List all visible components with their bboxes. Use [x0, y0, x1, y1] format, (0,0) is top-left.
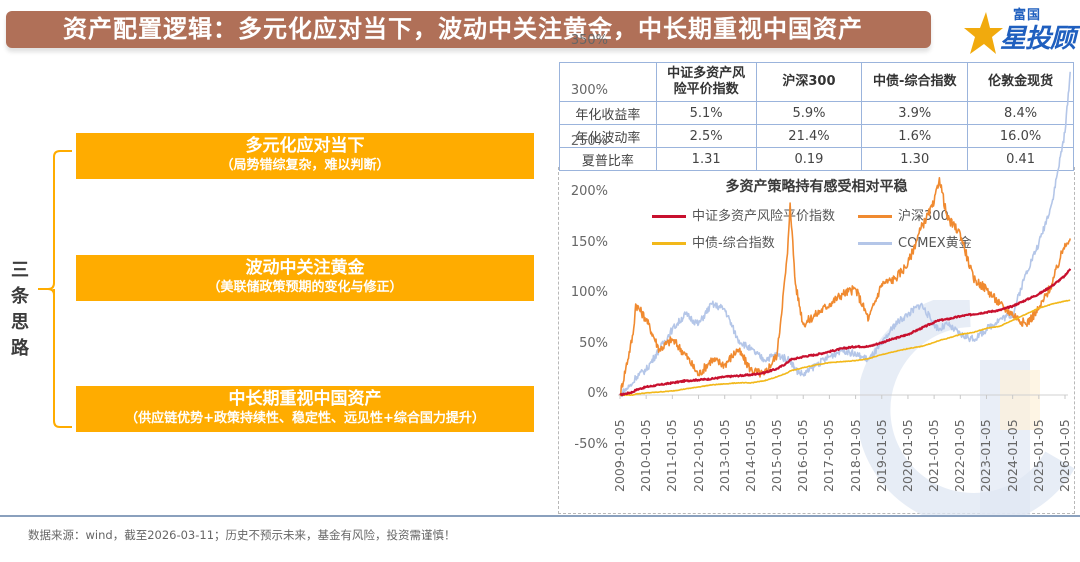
brace-label-char: 思 [11, 312, 29, 333]
header-line: 中证多资产风 [667, 66, 746, 81]
brace-label-char: 三 [11, 260, 29, 281]
table-header-gold-spot: 伦敦金现货 [967, 62, 1074, 102]
brace-label-char: 路 [11, 338, 29, 359]
strategy-title: 多元化应对当下 [245, 136, 365, 156]
table-cell: 0.19 [755, 147, 863, 171]
logo-small-text: 富国 [1013, 8, 1042, 23]
legend-item-csi300: 沪深300 [858, 205, 949, 224]
legend-swatch [652, 215, 686, 218]
legend-swatch [652, 242, 686, 245]
legend-item-bond-index: 中债-综合指数 [652, 232, 775, 251]
table-row: 夏普比率 1.31 0.19 1.30 0.41 [559, 147, 1074, 171]
strategy-subtitle: （美联储政策预期的变化与修正） [207, 280, 403, 295]
series-line [619, 299, 1071, 397]
table-cell: 0.41 [967, 147, 1074, 171]
series-line [619, 177, 1071, 397]
y-tick-label: -50% [574, 436, 608, 452]
table-cell: 2.5% [655, 124, 757, 148]
strategy-subtitle: （供应链优势+政策持续性、稳定性、远见性+综合国力提升） [125, 411, 485, 426]
star-icon [964, 12, 1003, 54]
y-tick-label: 300% [570, 83, 608, 98]
legend-label: 沪深300 [898, 209, 949, 224]
strategy-box-china-assets: 中长期重视中国资产 （供应链优势+政策持续性、稳定性、远见性+综合国力提升） [76, 386, 534, 432]
page-title: 资产配置逻辑：多元化应对当下，波动中关注黄金，中长期重视中国资产 [6, 11, 931, 48]
brand-logo: 富国 星投顾 [960, 4, 1076, 54]
footer-divider [0, 515, 1080, 517]
legend-label: 中证多资产风险平价指数 [692, 209, 836, 224]
legend-swatch [858, 242, 892, 245]
footer-note: 数据来源：wind，截至2026-03-11；历史不预示未来，基金有风险，投资需… [28, 528, 456, 542]
strategy-box-gold: 波动中关注黄金 （美联储政策预期的变化与修正） [76, 255, 534, 301]
table-cell: 21.4% [755, 124, 863, 148]
table-cell: 3.9% [861, 101, 969, 125]
table-cell: 1.30 [861, 147, 969, 171]
legend-swatch [858, 215, 892, 218]
strategy-title: 波动中关注黄金 [245, 258, 365, 278]
table-header-risk-parity: 中证多资产风 险平价指数 [655, 62, 757, 102]
row-label: 夏普比率 [559, 147, 657, 171]
y-tick-label: 100% [570, 285, 608, 300]
y-tick-label: 0% [587, 386, 608, 401]
series-line [619, 71, 1071, 398]
brace-label-char: 条 [11, 286, 29, 307]
legend-label: 中债-综合指数 [692, 236, 775, 251]
stats-table: 中证多资产风 险平价指数 沪深300 中债-综合指数 伦敦金现货 年化收益率 5… [559, 62, 1074, 171]
logo-big-text: 星投顾 [1000, 24, 1076, 54]
legend-item-risk-parity: 中证多资产风险平价指数 [652, 205, 835, 224]
table-row: 年化收益率 5.1% 5.9% 3.9% 8.4% [559, 101, 1074, 125]
y-tick-label: 350% [570, 32, 608, 48]
strategy-box-diversify: 多元化应对当下 （局势错综复杂，难以判断） [76, 133, 534, 179]
brace-label: 三 条 思 路 [8, 258, 32, 362]
table-header-row: 中证多资产风 险平价指数 沪深300 中债-综合指数 伦敦金现货 [559, 62, 1074, 102]
curly-brace-icon [38, 150, 72, 428]
header-line: 险平价指数 [673, 82, 739, 97]
strategy-subtitle: （局势错综复杂，难以判断） [220, 158, 390, 173]
strategy-title: 中长期重视中国资产 [228, 389, 382, 409]
table-header-bond-index: 中债-综合指数 [861, 62, 969, 102]
table-cell: 1.31 [655, 147, 757, 171]
chart-title: 多资产策略持有感受相对平稳 [725, 179, 908, 195]
table-cell: 8.4% [967, 101, 1074, 125]
y-tick-label: 150% [570, 234, 608, 250]
y-tick-label: 250% [570, 133, 608, 149]
row-label: 年化波动率 [559, 124, 657, 148]
table-header-csi300: 沪深300 [755, 62, 863, 102]
y-tick-label: 200% [570, 184, 608, 199]
y-tick-label: 50% [579, 335, 608, 351]
table-cell: 16.0% [967, 124, 1074, 148]
series-line [619, 268, 1072, 397]
